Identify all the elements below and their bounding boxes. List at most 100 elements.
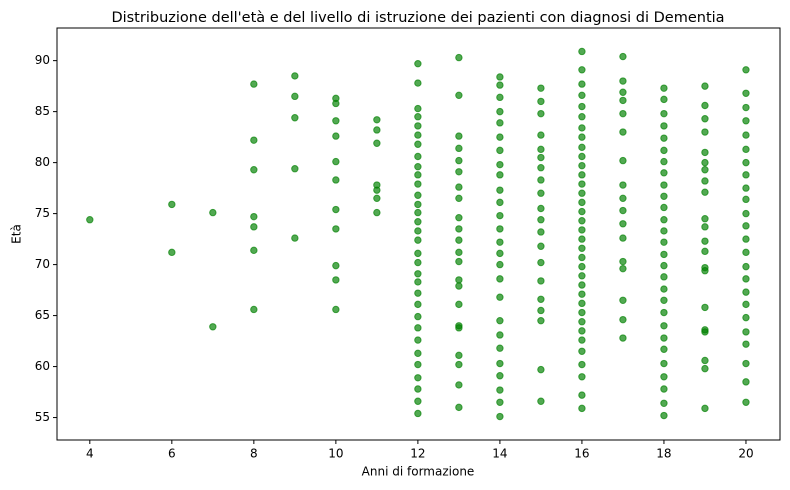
point (701, 356, 709, 365)
point (701, 101, 709, 110)
point (742, 359, 750, 368)
x-tick-label: 20 (738, 447, 753, 461)
point (455, 324, 463, 332)
point (660, 95, 668, 104)
point (701, 247, 709, 256)
point (701, 404, 709, 413)
x-tick-label: 12 (410, 447, 425, 461)
point (578, 226, 586, 234)
point (578, 171, 586, 179)
point (414, 249, 422, 258)
point (619, 156, 627, 165)
point (291, 165, 299, 173)
point (660, 273, 668, 281)
point (496, 73, 504, 81)
point (414, 104, 422, 113)
x-tick-label: 18 (656, 447, 671, 461)
point (414, 191, 422, 199)
point (496, 275, 504, 283)
point (250, 80, 258, 88)
point (496, 146, 504, 155)
x-tick-label: 6 (168, 447, 176, 461)
point (414, 236, 422, 244)
point (578, 281, 586, 289)
point (537, 164, 545, 172)
y-tick-label: 60 (35, 359, 50, 373)
point (660, 146, 668, 155)
point (373, 208, 381, 217)
point (578, 308, 586, 317)
y-tick-label: 70 (35, 257, 50, 271)
point (414, 218, 422, 226)
point (660, 134, 668, 142)
point (455, 257, 463, 266)
point (250, 305, 258, 314)
point (455, 213, 463, 222)
point (701, 328, 709, 336)
point (742, 235, 750, 243)
point (742, 378, 750, 386)
point (332, 276, 340, 284)
point (496, 211, 504, 220)
point (414, 397, 422, 405)
point (414, 227, 422, 235)
point (332, 132, 340, 140)
point (496, 331, 504, 339)
point (332, 305, 340, 314)
point (742, 248, 750, 257)
point (578, 347, 586, 355)
point (701, 128, 709, 136)
y-tick-label: 65 (35, 308, 50, 322)
point (86, 216, 94, 224)
point (701, 115, 709, 123)
point (619, 257, 627, 266)
point (250, 212, 258, 221)
point (455, 132, 463, 140)
point (619, 128, 627, 136)
y-axis-label: Età (10, 224, 24, 244)
point (496, 249, 504, 258)
point (332, 205, 340, 214)
y-tick-label: 80 (35, 155, 50, 169)
point (496, 107, 504, 116)
point (660, 334, 668, 342)
point (619, 194, 627, 203)
point (742, 158, 750, 167)
point (455, 156, 463, 165)
point (578, 91, 586, 100)
point (414, 374, 422, 382)
point (455, 225, 463, 233)
point (291, 72, 299, 80)
point (496, 198, 504, 207)
point (660, 345, 668, 353)
point (414, 200, 422, 209)
point (455, 381, 463, 389)
point (537, 145, 545, 154)
point (578, 113, 586, 121)
point (496, 398, 504, 406)
point (742, 89, 750, 97)
point (455, 144, 463, 153)
point (496, 359, 504, 368)
point (578, 360, 586, 369)
point (455, 360, 463, 369)
point (619, 88, 627, 96)
point (660, 84, 668, 92)
point (578, 235, 586, 243)
point (742, 222, 750, 230)
point (578, 217, 586, 225)
point (660, 109, 668, 118)
point (742, 66, 750, 74)
point (660, 399, 668, 407)
point (660, 192, 668, 200)
point (660, 308, 668, 317)
point (414, 409, 422, 418)
point (578, 318, 586, 326)
point (496, 186, 504, 194)
point (742, 275, 750, 283)
point (414, 270, 422, 278)
point (660, 216, 668, 224)
point (742, 117, 750, 125)
point (578, 272, 586, 280)
plot-frame (56, 27, 781, 441)
